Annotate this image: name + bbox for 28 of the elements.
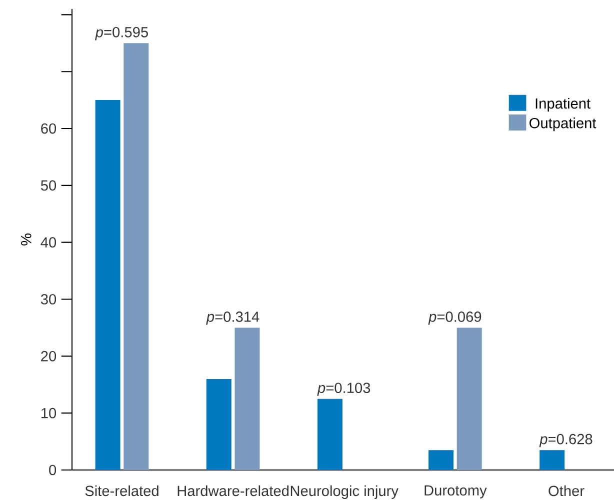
y-tick-label: 30 [40,294,56,304]
x-tick-label: Neurologic injury [290,485,398,499]
y-tick-label: 20 [41,351,56,362]
bar [428,450,454,470]
annotation: p=0.628 [539,434,592,448]
y-tick-label: 60 [41,123,56,134]
annotation: p=0.595 [95,26,148,40]
x-tick-label: Hardware-related [178,485,289,496]
y-tick-label: 0 [49,464,56,476]
x-tick-label: Durotomy [424,485,487,498]
y-axis-title: % [21,234,32,246]
bar [317,398,342,470]
x-tick-label: Site-related [85,485,158,496]
bar [540,450,565,470]
y-tick-label: 10 [41,408,56,418]
bar [456,328,482,470]
bar [234,328,260,470]
annotation: p=0.314 [206,312,260,325]
y-tick-label: 50 [40,180,56,191]
bar [206,378,232,470]
x-tick-label: Other [548,485,584,496]
legend-label: Inpatient [536,98,590,112]
annotation: p=0.069 [428,312,482,325]
bar [95,100,120,470]
annotation: p=0.103 [317,382,370,396]
bar [124,43,149,470]
y-tick-label: 40 [40,237,56,248]
legend-label: Outpatient [530,118,596,132]
